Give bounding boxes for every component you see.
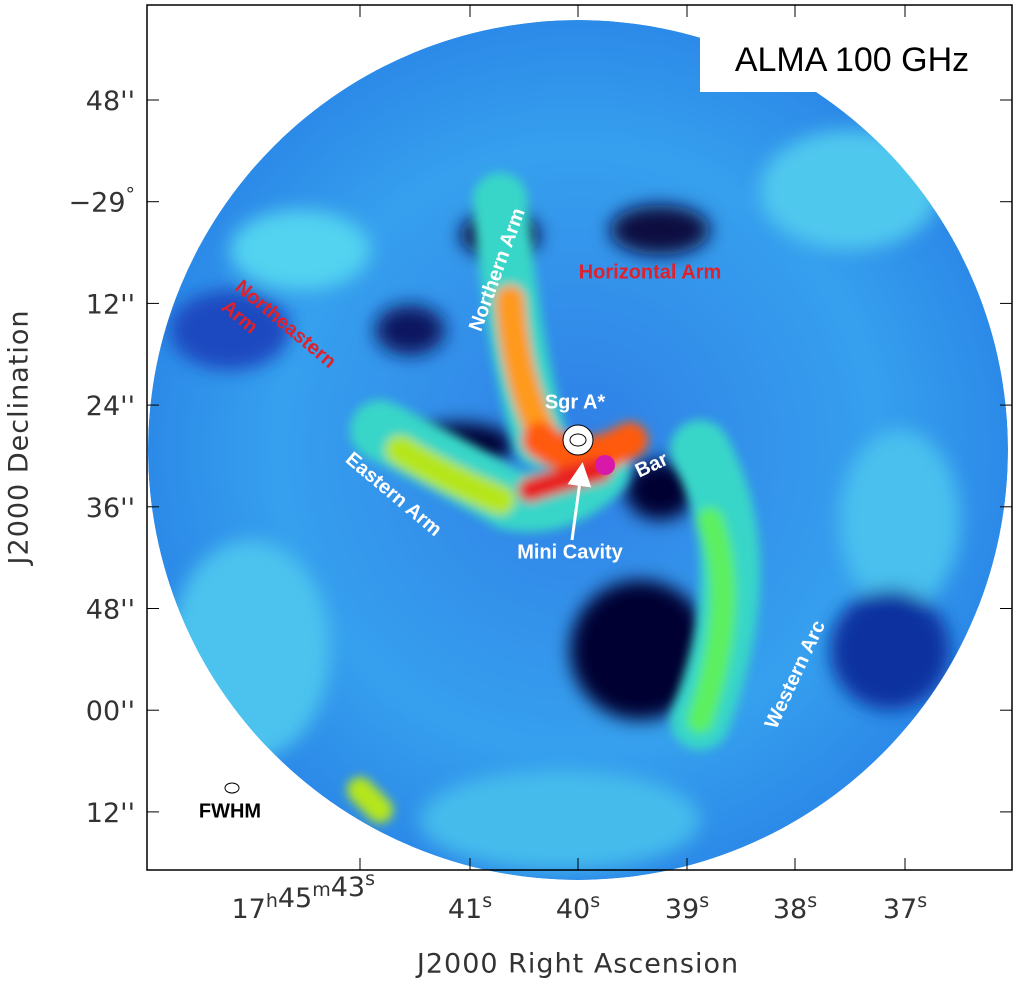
annotation-text: Horizontal Arm	[579, 261, 722, 283]
plot-frame	[146, 4, 1013, 871]
y-tick-label: 48''	[86, 86, 135, 117]
annotation: Sgr A*	[545, 391, 606, 413]
y-tick-label: 36''	[86, 493, 135, 524]
radio-map	[148, 20, 1008, 880]
title: ALMA 100 GHz	[735, 41, 969, 79]
x-axis-label: J2000 Right Ascension	[415, 949, 739, 980]
y-tick-label: 12''	[86, 289, 135, 320]
y-tick-label: 48''	[86, 595, 135, 626]
x-tick-label: 37s	[883, 890, 927, 925]
x-tick-label: 40s	[556, 890, 600, 925]
title-box	[700, 30, 1005, 92]
x-tick-label: 17h45m43s	[231, 868, 375, 925]
y-tick-label: 12''	[86, 798, 135, 829]
annotation: Horizontal Arm	[579, 261, 722, 283]
y-tick-label: 00''	[86, 696, 135, 727]
y-tick-label: 24''	[86, 391, 135, 422]
annotation-text: Mini Cavity	[517, 541, 623, 563]
annotation: Mini Cavity	[517, 541, 623, 563]
x-tick-label: 38s	[773, 890, 817, 925]
beam-label: FWHM	[199, 800, 261, 822]
x-tick-label: 39s	[665, 890, 709, 925]
y-tick-label: −29°	[69, 184, 135, 219]
y-axis-label: J2000 Declination	[4, 310, 35, 567]
annotation-text: Sgr A*	[545, 391, 606, 413]
arrow	[567, 462, 592, 541]
x-tick-label: 41s	[448, 890, 492, 925]
beam	[224, 782, 240, 794]
